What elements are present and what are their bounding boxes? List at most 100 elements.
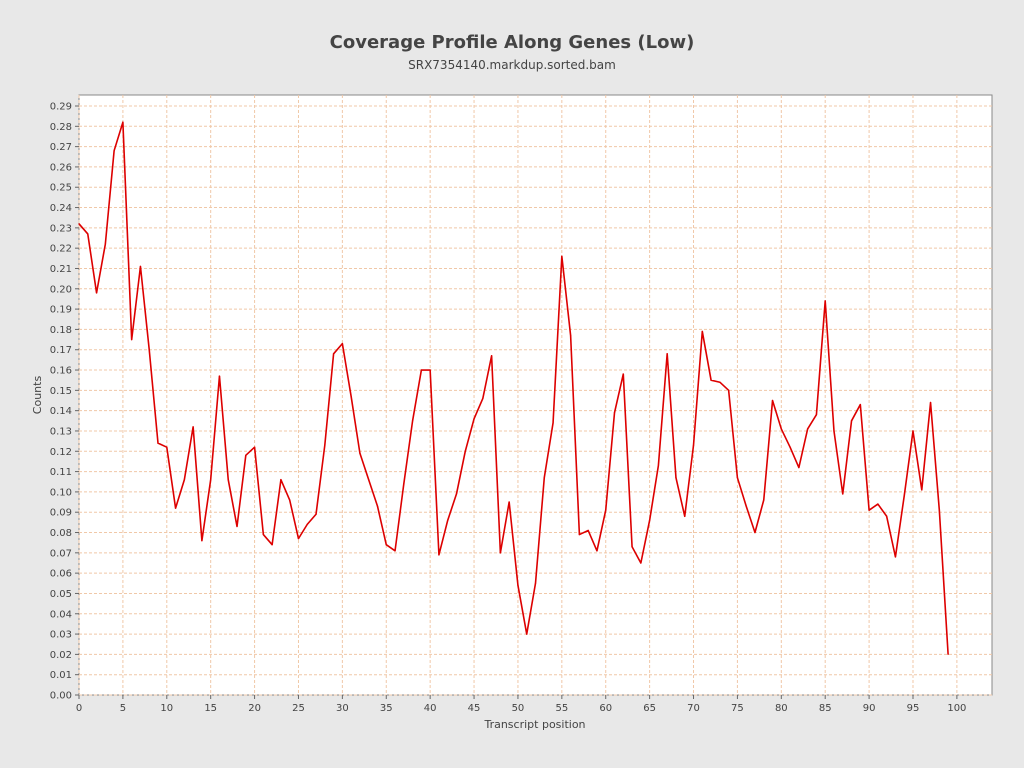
data-point	[938, 509, 940, 511]
x-tick-label: 70	[687, 703, 700, 714]
data-point	[376, 505, 379, 507]
data-point	[508, 501, 510, 503]
data-point	[657, 464, 660, 467]
data-point	[315, 513, 317, 515]
data-point	[499, 552, 501, 554]
y-tick-label: 0.23	[50, 223, 72, 234]
data-point	[675, 477, 677, 479]
data-point	[596, 550, 598, 552]
data-point	[368, 479, 370, 481]
data-point	[271, 544, 273, 546]
y-tick-label: 0.27	[50, 142, 72, 153]
data-point	[561, 255, 563, 257]
data-point	[324, 444, 326, 446]
x-tick-label: 60	[599, 703, 612, 714]
data-point	[464, 450, 466, 452]
x-tick-label: 0	[76, 703, 82, 714]
x-tick-label: 80	[775, 703, 788, 714]
data-point	[289, 499, 291, 501]
y-tick-label: 0.12	[50, 447, 72, 458]
data-point	[157, 442, 159, 444]
data-point	[868, 509, 870, 511]
y-tick-label: 0.10	[50, 487, 72, 498]
data-point	[833, 430, 835, 432]
series-line	[78, 121, 949, 655]
data-point	[482, 397, 484, 400]
y-tick-label: 0.13	[50, 426, 72, 437]
data-point	[517, 584, 519, 586]
data-point	[306, 523, 308, 525]
data-point	[166, 446, 168, 448]
data-point	[605, 509, 607, 511]
data-point	[692, 444, 695, 446]
data-point	[280, 479, 282, 481]
y-tick-label: 0.22	[50, 244, 72, 255]
y-tick-label: 0.24	[50, 203, 72, 214]
data-point	[798, 466, 800, 469]
data-point	[613, 412, 616, 414]
data-point	[710, 379, 712, 381]
data-point	[570, 334, 572, 337]
data-point	[666, 353, 668, 355]
data-point	[701, 330, 703, 333]
data-point	[754, 531, 756, 534]
data-point	[631, 546, 633, 548]
y-tick-label: 0.09	[50, 508, 72, 519]
data-point	[929, 401, 932, 404]
data-point	[113, 150, 115, 152]
series-group	[78, 121, 949, 655]
data-point	[192, 426, 194, 428]
chart-subtitle: SRX7354140.markdup.sorted.bam	[408, 58, 616, 72]
data-point	[947, 653, 949, 655]
x-tick-label: 40	[424, 703, 437, 714]
x-tick-label: 65	[643, 703, 656, 714]
data-point	[403, 483, 405, 485]
y-tick-label: 0.17	[50, 345, 72, 356]
data-point	[455, 493, 458, 495]
data-point	[780, 428, 782, 430]
data-point	[912, 430, 914, 432]
data-point	[877, 503, 879, 505]
y-tick-label: 0.06	[50, 569, 72, 580]
y-tick-label: 0.15	[50, 386, 72, 397]
data-point	[473, 418, 475, 420]
data-point	[438, 554, 440, 556]
data-point	[210, 479, 212, 481]
data-point	[842, 493, 844, 495]
data-point	[245, 454, 247, 456]
y-tick-label: 0.08	[50, 528, 72, 539]
data-point	[297, 538, 300, 540]
y-tick-label: 0.14	[50, 406, 72, 417]
x-tick-label: 85	[819, 703, 832, 714]
data-point	[684, 515, 686, 517]
plot-area	[78, 94, 993, 696]
data-point	[359, 452, 361, 454]
data-point	[385, 544, 387, 546]
data-point	[87, 233, 89, 235]
data-point	[894, 556, 897, 558]
x-tick-label: 25	[292, 703, 305, 714]
data-point	[622, 373, 624, 375]
data-point	[587, 529, 589, 532]
y-tick-label: 0.04	[50, 609, 72, 620]
y-tick-label: 0.01	[50, 670, 72, 681]
data-point	[736, 477, 739, 479]
data-point	[921, 489, 923, 491]
y-tick-label: 0.20	[50, 284, 72, 295]
data-point	[139, 265, 142, 268]
y-tick-label: 0.00	[50, 691, 72, 702]
data-point	[394, 550, 396, 552]
data-point	[815, 414, 818, 416]
data-point	[420, 369, 422, 371]
data-point	[131, 338, 133, 341]
data-point	[649, 519, 651, 521]
data-point	[886, 515, 888, 517]
data-point	[903, 495, 905, 497]
data-point	[771, 399, 774, 402]
x-tick-label: 30	[336, 703, 349, 714]
data-point	[526, 633, 528, 635]
data-point	[745, 505, 747, 507]
data-point	[429, 369, 431, 371]
data-point	[850, 420, 853, 422]
